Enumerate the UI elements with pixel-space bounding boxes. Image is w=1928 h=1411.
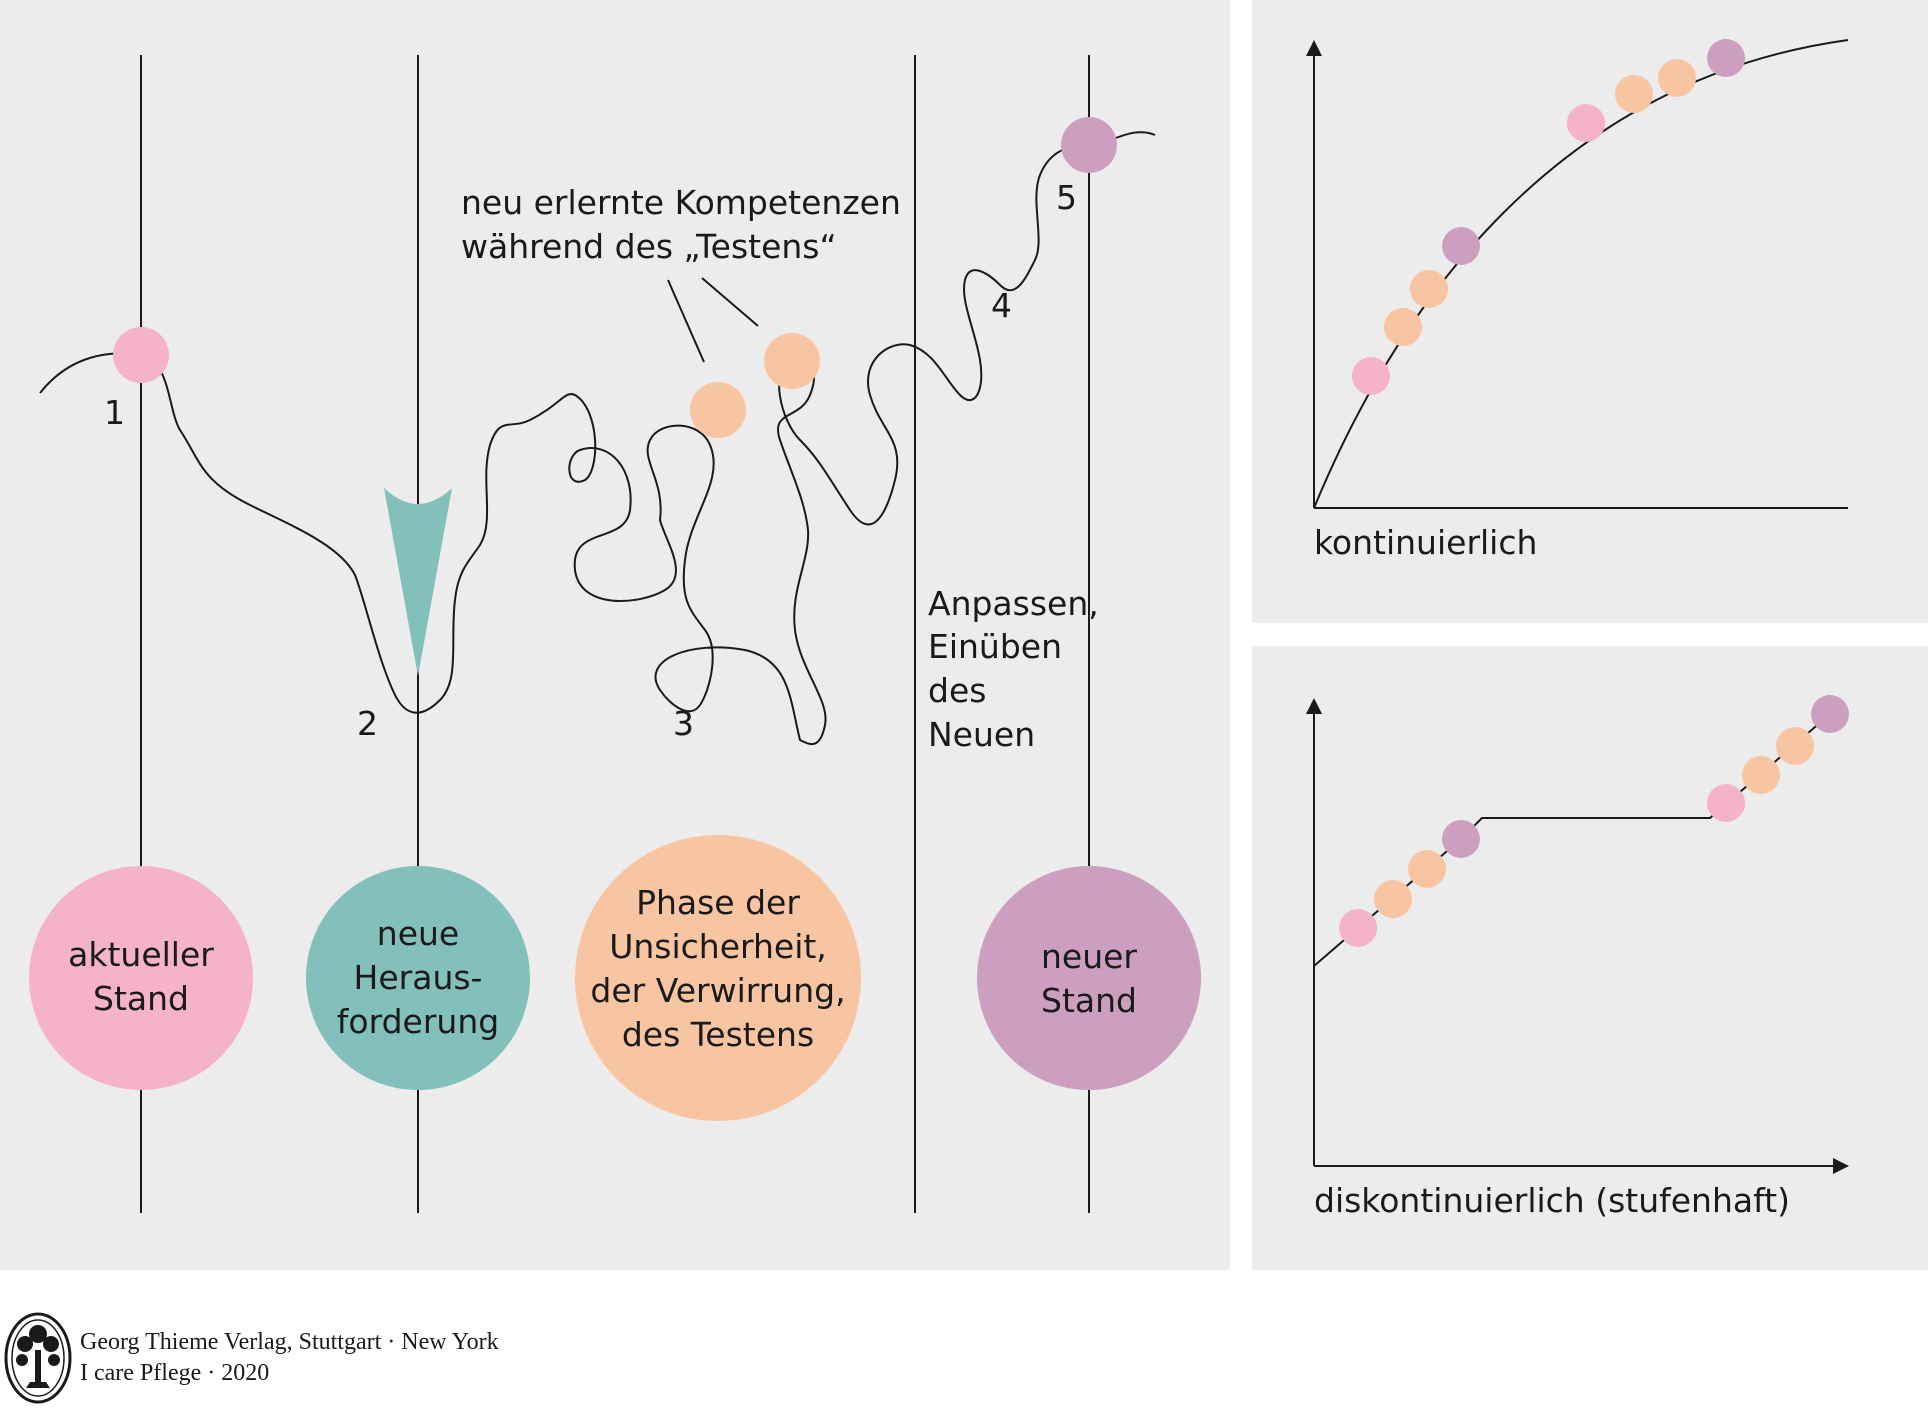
competencies-label-line1: neu erlernte Kompetenzen bbox=[461, 183, 901, 222]
disc-dot-2 bbox=[1374, 880, 1412, 918]
cont-dot-6 bbox=[1615, 75, 1653, 113]
discontinuous-y-arrow-icon bbox=[1306, 698, 1322, 714]
phase-challenge-line1: neue bbox=[377, 914, 459, 953]
disc-dot-7 bbox=[1776, 727, 1814, 765]
annotation-pointers bbox=[667, 277, 759, 363]
cont-dot-7 bbox=[1658, 59, 1696, 97]
path-node-current bbox=[113, 327, 169, 383]
cont-dot-4 bbox=[1442, 227, 1480, 265]
footer-book: I care Pflege · 2020 bbox=[80, 1360, 269, 1386]
step-number-2: 2 bbox=[357, 704, 378, 743]
disc-dot-4 bbox=[1442, 820, 1480, 858]
adapt-label-line1: Anpassen, bbox=[928, 584, 1099, 623]
discontinuous-label: diskontinuierlich (stufenhaft) bbox=[1314, 1181, 1790, 1220]
path-node-test-2 bbox=[764, 333, 820, 389]
continuous-label: kontinuierlich bbox=[1314, 523, 1537, 562]
path-node-test-1 bbox=[690, 382, 746, 438]
disc-dot-6 bbox=[1742, 756, 1780, 794]
phase-current-line2: Stand bbox=[93, 979, 189, 1018]
step-number-4: 4 bbox=[991, 286, 1012, 325]
continuous-panel bbox=[1252, 0, 1928, 623]
cont-dot-3 bbox=[1410, 270, 1448, 308]
phase-uncertainty-line4: des Testens bbox=[622, 1015, 814, 1054]
discontinuous-panel bbox=[1252, 646, 1928, 1270]
step-number-1: 1 bbox=[104, 393, 125, 432]
footer-publisher: Georg Thieme Verlag, Stuttgart · New Yor… bbox=[80, 1329, 499, 1355]
phase-new-line2: Stand bbox=[1041, 981, 1137, 1020]
phase-circle-challenge bbox=[306, 866, 530, 1090]
adapt-label-line4: Neuen bbox=[928, 715, 1035, 754]
phase-circle-current bbox=[29, 866, 253, 1090]
continuous-chart: kontinuierlich bbox=[1306, 39, 1849, 562]
learning-path-curve bbox=[39, 131, 1156, 746]
phase-challenge-line2: Heraus- bbox=[354, 958, 483, 997]
disc-dot-8 bbox=[1811, 695, 1849, 733]
path-node-new bbox=[1061, 117, 1117, 173]
disc-dot-3 bbox=[1408, 850, 1446, 888]
pointer-1 bbox=[667, 279, 705, 363]
phase-challenge-line3: forderung bbox=[337, 1002, 499, 1041]
phase-uncertainty-line2: Unsicherheit, bbox=[609, 927, 827, 966]
phase-current-line1: aktueller bbox=[68, 935, 214, 974]
phase-uncertainty-line3: der Verwirrung, bbox=[590, 971, 845, 1010]
adapt-label-line2: Einüben bbox=[928, 627, 1062, 666]
competencies-label-line2: während des „Testens“ bbox=[461, 227, 837, 266]
step-number-3: 3 bbox=[673, 704, 694, 743]
discontinuous-x-arrow-icon bbox=[1833, 1158, 1849, 1174]
pointer-2 bbox=[701, 277, 759, 327]
disc-dot-5 bbox=[1707, 784, 1745, 822]
phase-uncertainty-line1: Phase der bbox=[636, 883, 800, 922]
phase-circle-new bbox=[977, 866, 1201, 1090]
continuous-y-arrow-icon bbox=[1306, 40, 1322, 56]
cont-dot-5 bbox=[1567, 104, 1605, 142]
tree-logo-icon bbox=[4, 1312, 72, 1404]
disc-dot-1 bbox=[1339, 909, 1377, 947]
step-number-5: 5 bbox=[1056, 178, 1077, 217]
cont-dot-8 bbox=[1707, 39, 1745, 77]
phase-new-line1: neuer bbox=[1041, 937, 1137, 976]
phase-circle-uncertainty bbox=[575, 835, 861, 1121]
challenge-funnel-icon bbox=[384, 488, 452, 676]
discontinuous-chart: diskontinuierlich (stufenhaft) bbox=[1306, 695, 1849, 1220]
cont-dot-2 bbox=[1384, 308, 1422, 346]
adapt-label-line3: des bbox=[928, 671, 986, 710]
cont-dot-1 bbox=[1352, 357, 1390, 395]
